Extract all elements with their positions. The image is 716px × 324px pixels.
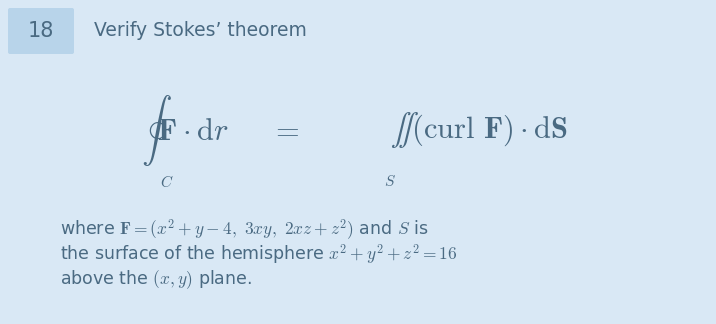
Text: $C$: $C$ (160, 174, 174, 190)
Text: 18: 18 (28, 21, 54, 41)
Text: where $\mathbf{F} = (x^2 + y - 4,\ 3xy,\ 2xz + z^2)$ and $S$ is: where $\mathbf{F} = (x^2 + y - 4,\ 3xy,\… (60, 217, 428, 242)
FancyBboxPatch shape (8, 8, 74, 54)
Text: $\oint \mathbf{F} \cdot \mathrm{d}\mathbf{\mathit{r}}$: $\oint \mathbf{F} \cdot \mathrm{d}\mathb… (141, 92, 229, 168)
Text: $S$: $S$ (384, 175, 396, 190)
Text: Verify Stokes’ theorem: Verify Stokes’ theorem (94, 21, 307, 40)
Text: $=$: $=$ (271, 115, 300, 145)
Text: $\iint (\mathrm{curl}\ \mathbf{F}) \cdot \mathrm{d}\mathbf{S}$: $\iint (\mathrm{curl}\ \mathbf{F}) \cdot… (390, 110, 568, 150)
Text: the surface of the hemisphere $x^2 + y^2 + z^2 = 16$: the surface of the hemisphere $x^2 + y^2… (60, 243, 458, 267)
Text: above the $(x, y)$ plane.: above the $(x, y)$ plane. (60, 269, 252, 291)
